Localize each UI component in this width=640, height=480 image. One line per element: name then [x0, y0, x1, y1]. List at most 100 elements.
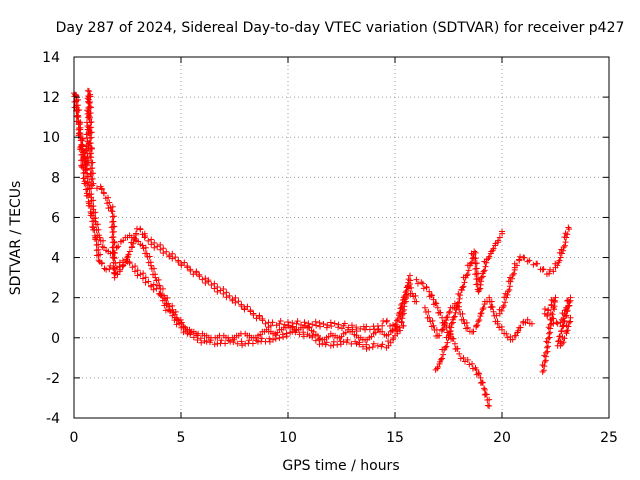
data-point	[551, 297, 558, 304]
data-point	[134, 267, 141, 274]
data-point	[90, 197, 97, 204]
data-point	[129, 264, 136, 271]
data-point	[88, 119, 95, 126]
data-point	[432, 299, 439, 306]
data-point	[565, 303, 572, 310]
data-point	[550, 268, 557, 275]
data-point	[500, 302, 507, 309]
data-point	[474, 281, 481, 288]
data-point	[153, 285, 160, 292]
axis-ticks	[73, 56, 610, 419]
data-point	[479, 306, 486, 313]
data-point	[398, 301, 405, 308]
tick-labels: 0 5 10 15 20 25 -4 -2 0 2 4 6 8 10 12 14	[42, 50, 618, 446]
data-point	[554, 262, 561, 269]
data-point	[562, 239, 569, 246]
data-point	[420, 285, 427, 292]
data-point	[181, 259, 188, 266]
data-point	[87, 124, 94, 131]
data-point	[111, 254, 118, 261]
x-axis-title: GPS time / hours	[282, 458, 399, 474]
data-point	[84, 186, 91, 193]
data-point	[266, 335, 273, 342]
data-point	[277, 318, 284, 325]
data-point	[565, 323, 572, 330]
data-point	[231, 336, 238, 343]
data-point	[196, 271, 203, 278]
data-point	[426, 314, 433, 321]
data-point	[241, 305, 248, 312]
data-point	[448, 320, 455, 327]
data-point	[353, 328, 360, 335]
data-point	[545, 335, 552, 342]
data-point	[457, 292, 464, 299]
data-point	[285, 322, 292, 329]
data-point	[494, 320, 501, 327]
data-point	[486, 294, 493, 301]
data-point	[544, 311, 551, 318]
data-point	[456, 350, 463, 357]
data-point	[385, 338, 392, 345]
data-point	[413, 298, 420, 305]
data-point	[157, 291, 164, 298]
data-point	[141, 234, 148, 241]
data-point	[175, 257, 182, 264]
data-point	[323, 339, 330, 346]
data-point	[193, 268, 200, 275]
data-point	[87, 99, 94, 106]
data-point	[88, 129, 95, 136]
data-point	[468, 259, 475, 266]
data-point	[81, 180, 88, 187]
data-point	[166, 307, 173, 314]
data-point	[253, 315, 260, 322]
data-point	[516, 256, 523, 263]
data-point	[270, 336, 277, 343]
data-point	[506, 286, 513, 293]
y-tick-label: 0	[51, 331, 60, 347]
data-point	[130, 240, 137, 247]
data-point	[389, 321, 396, 328]
data-point	[76, 146, 83, 153]
data-point	[353, 324, 360, 331]
data-point	[510, 270, 517, 277]
data-point	[93, 236, 100, 243]
data-point	[563, 312, 570, 319]
y-tick-label: 4	[51, 251, 60, 267]
data-point	[77, 119, 84, 126]
data-point	[486, 396, 493, 403]
data-point	[341, 320, 348, 327]
data-point	[453, 345, 460, 352]
data-point	[564, 231, 571, 238]
data-point	[379, 341, 386, 348]
data-point	[449, 335, 456, 342]
data-point	[445, 309, 452, 316]
data-point	[401, 296, 408, 303]
data-point	[203, 338, 210, 345]
data-point	[123, 257, 130, 264]
data-point	[266, 338, 273, 345]
data-point	[433, 326, 440, 333]
data-point	[399, 308, 406, 315]
data-point	[547, 266, 554, 273]
data-point	[187, 266, 194, 273]
data-point	[292, 327, 299, 334]
data-point	[444, 339, 451, 346]
data-point	[438, 355, 445, 362]
data-point	[100, 189, 107, 196]
data-point	[113, 264, 120, 271]
data-point	[499, 228, 505, 235]
y-tick-label: 8	[51, 170, 60, 186]
data-point	[273, 322, 280, 329]
data-point	[475, 370, 482, 377]
data-point	[183, 328, 190, 335]
data-point	[546, 330, 553, 337]
data-point	[498, 307, 505, 314]
data-point	[499, 304, 506, 311]
data-point	[178, 324, 185, 331]
data-point	[90, 180, 97, 187]
data-point	[79, 151, 86, 158]
data-point	[478, 379, 485, 386]
data-point	[472, 249, 479, 256]
chart-title: Day 287 of 2024, Sidereal Day-to-day VTE…	[56, 20, 625, 36]
